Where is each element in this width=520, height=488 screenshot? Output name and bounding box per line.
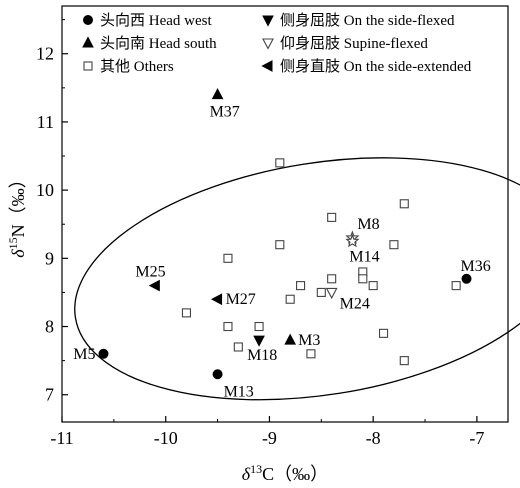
x-tick-label: -7 — [469, 428, 484, 448]
y-axis-title: δ15N（‰） — [6, 170, 28, 257]
y-tick-label: 10 — [36, 180, 54, 200]
point-label-m25: M25 — [135, 264, 165, 281]
point-triangle-left — [211, 293, 223, 306]
legend-marker-triangle-down — [262, 15, 274, 27]
point-label-m14: M14 — [349, 248, 379, 265]
point-square-open — [368, 281, 378, 291]
y-axis-title-prefix: δ — [8, 249, 28, 258]
point-square-open — [358, 274, 368, 284]
point-circle — [98, 348, 109, 359]
legend-entry-label: 侧身屈肢 On the side-flexed — [280, 12, 455, 29]
point-square-open — [389, 240, 399, 250]
point-triangle-down — [253, 335, 265, 347]
y-axis-title-sup: 15 — [6, 237, 20, 249]
y-tick-label: 8 — [45, 317, 54, 337]
point-square-open — [316, 287, 326, 297]
legend: 头向西 Head west 头向南 Head south 其他 Others 侧身屈肢… — [82, 12, 472, 75]
point-square-open — [306, 349, 316, 359]
point-square-open — [327, 274, 337, 284]
legend-entry-label: 头向西 Head west — [100, 12, 212, 29]
legend-marker-triangle-left — [261, 60, 273, 72]
point-label-m36: M36 — [461, 258, 491, 275]
point-square-open — [378, 328, 389, 338]
x-axis-title-sup: 13 — [250, 462, 262, 476]
legend-entry-label: 侧身直肢 On the side-extended — [280, 58, 472, 75]
point-square-open — [296, 281, 306, 291]
point-triangle-up — [211, 88, 224, 100]
x-axis-title-main: C（‰） — [262, 464, 328, 484]
confidence-ellipse — [74, 157, 520, 401]
point-square-open — [275, 158, 285, 168]
point-circle — [212, 369, 223, 380]
legend-entry-label: 其他 Others — [100, 58, 174, 75]
point-label-m8: M8 — [357, 216, 379, 233]
x-axis-title: δ13C（‰） — [242, 462, 328, 484]
point-triangle-down-open — [325, 287, 338, 300]
point-star-open — [345, 233, 360, 248]
y-tick-label: 12 — [36, 44, 54, 64]
legend-entry-label: 头向南 Head south — [100, 35, 217, 52]
y-axis-title-main: N（‰） — [8, 170, 28, 237]
point-label-m24: M24 — [340, 295, 370, 312]
x-tick-label: -11 — [50, 428, 73, 448]
legend-marker-circle — [83, 15, 93, 25]
point-square-open — [399, 356, 409, 366]
point-label-m18: M18 — [247, 347, 277, 364]
y-tick-label: 11 — [37, 112, 54, 132]
x-tick-label: -9 — [262, 428, 277, 448]
legend-marker-square-open — [83, 61, 93, 71]
point-label-m27: M27 — [226, 291, 256, 308]
point-label-m5: M5 — [73, 346, 95, 363]
point-triangle-up — [284, 333, 297, 345]
point-square-open — [285, 294, 295, 304]
point-label-m37: M37 — [210, 104, 240, 121]
plot-frame — [61, 5, 509, 423]
ellipse-layer — [74, 157, 520, 401]
point-circle — [461, 273, 472, 284]
point-square-open — [181, 308, 192, 318]
point-square-open — [254, 321, 264, 332]
point-square-open — [451, 281, 461, 291]
point-triangle-left — [148, 279, 160, 292]
legend-marker-triangle-down-open — [262, 38, 274, 50]
y-tick-label: 9 — [45, 248, 54, 268]
x-axis-title-prefix: δ — [242, 464, 251, 484]
legend-marker-triangle-up — [82, 36, 94, 48]
point-square-open — [223, 321, 233, 332]
points-layer — [98, 88, 472, 380]
y-tick-label: 7 — [45, 385, 54, 405]
point-label-m13: M13 — [224, 383, 254, 400]
point-square-open — [223, 253, 233, 263]
point-square-open — [275, 240, 285, 250]
point-square-open — [233, 342, 243, 352]
legend-entry-label: 仰身屈肢 Supine-flexed — [280, 35, 428, 52]
point-label-m3: M3 — [298, 332, 320, 349]
x-tick-label: -10 — [154, 428, 178, 448]
point-square-open — [327, 212, 337, 222]
point-labels-layer: M5 M13 M36 M37 M3 M18 M24 M25 M27 M8 M14 — [73, 104, 490, 401]
point-square-open — [399, 199, 409, 209]
x-tick-label: -8 — [366, 428, 381, 448]
